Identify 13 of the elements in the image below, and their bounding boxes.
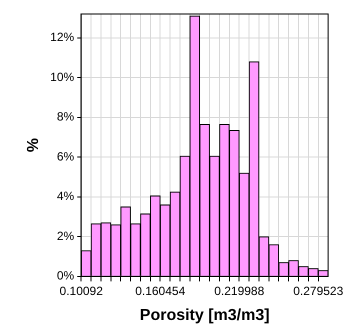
x-tick-label: 0.279523 xyxy=(293,284,344,298)
x-tick-label: 0.219988 xyxy=(214,284,265,298)
x-tick-label: 0.10092 xyxy=(60,284,104,298)
x-tick-label: 0.160454 xyxy=(135,284,186,298)
y-tick-label: 10% xyxy=(50,70,75,84)
y-tick-label: 12% xyxy=(50,30,75,44)
y-tick-label: 2% xyxy=(56,228,75,243)
y-axis-title: % xyxy=(25,138,42,152)
y-tick-label: 4% xyxy=(56,189,75,204)
y-tick-label: 6% xyxy=(56,149,75,164)
x-axis-title: Porosity [m3/m3] xyxy=(140,306,270,324)
y-tick-label: 8% xyxy=(56,110,75,124)
y-tick-label: 0% xyxy=(56,268,75,283)
